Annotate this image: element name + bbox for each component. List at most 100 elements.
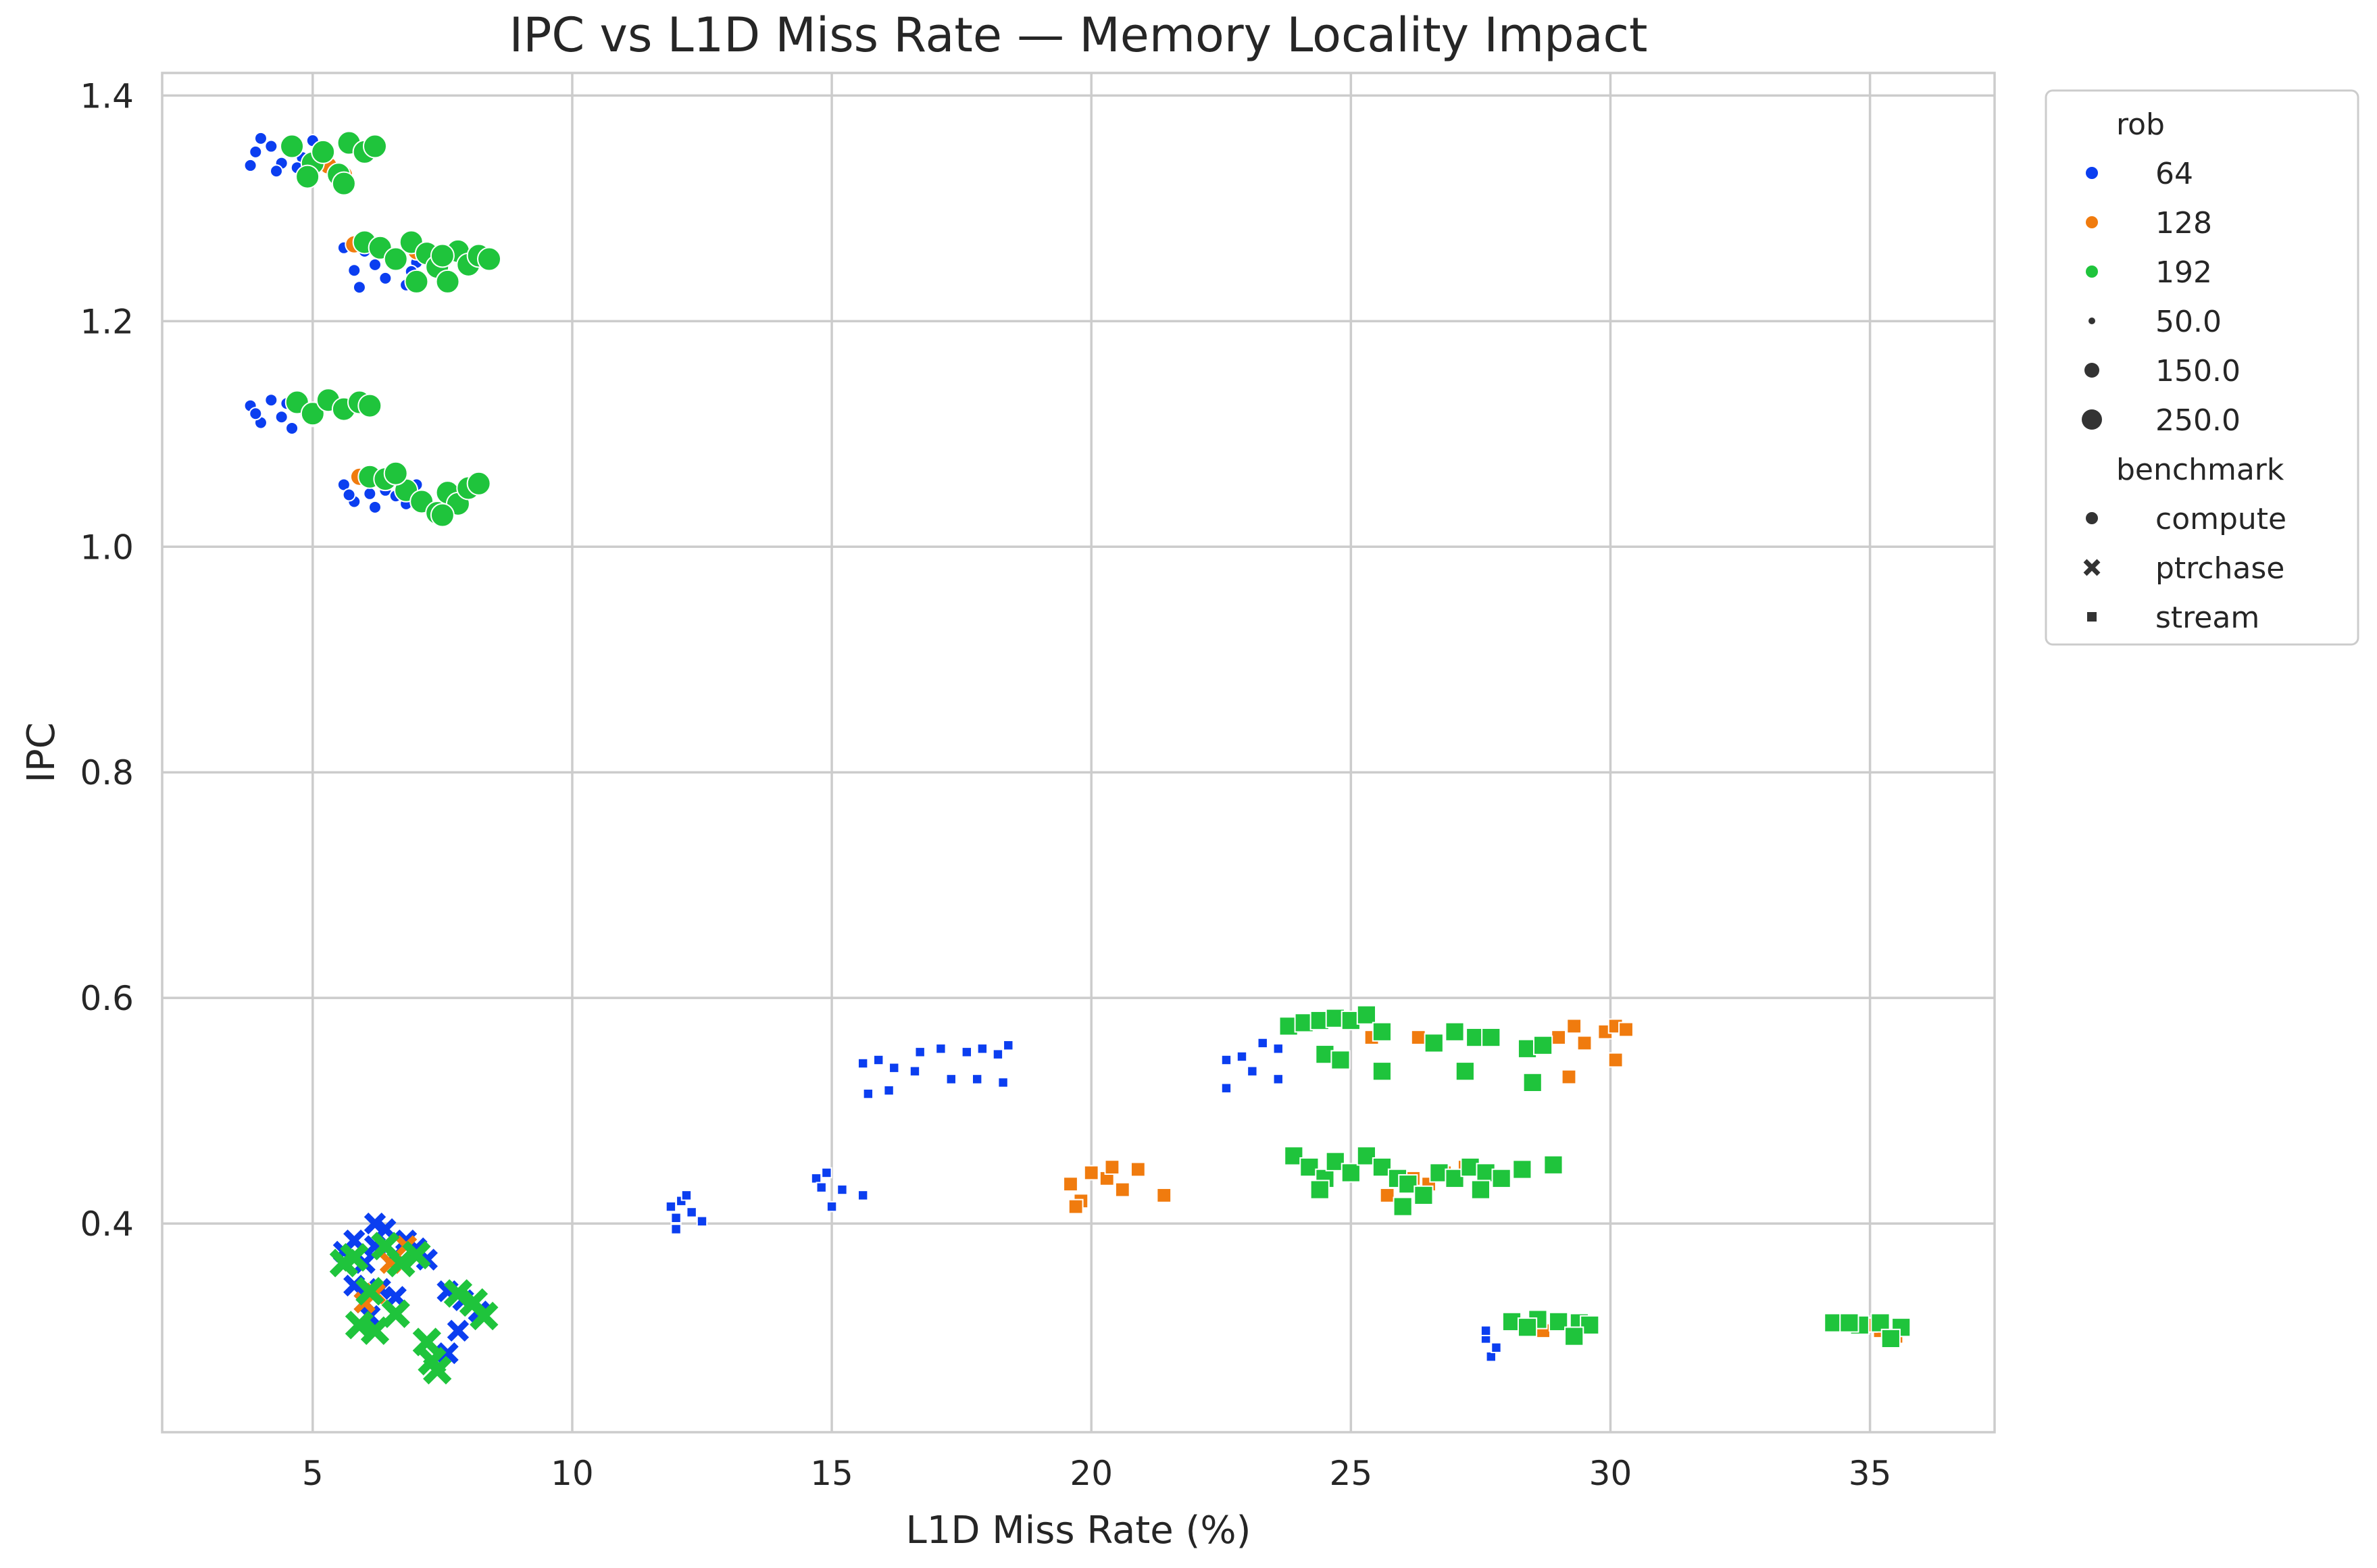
chart-title: IPC vs L1D Miss Rate — Memory Locality I… bbox=[509, 7, 1648, 63]
data-point bbox=[992, 1048, 1004, 1060]
x-tick-label: 10 bbox=[551, 1454, 594, 1493]
legend-marker bbox=[2086, 167, 2098, 179]
legend-label: 50.0 bbox=[2155, 305, 2222, 339]
legend-label: ptrchase bbox=[2155, 551, 2284, 586]
data-point bbox=[447, 1319, 470, 1342]
y-tick-label: 1.4 bbox=[80, 76, 134, 116]
y-tick-label: 0.8 bbox=[80, 753, 134, 792]
legend-size-marker bbox=[2088, 318, 2095, 324]
data-point bbox=[1236, 1051, 1248, 1063]
data-point bbox=[477, 247, 502, 272]
data-point bbox=[1480, 1325, 1492, 1336]
data-point bbox=[430, 243, 455, 268]
grid bbox=[162, 73, 1995, 1432]
data-point bbox=[997, 1077, 1009, 1088]
legend-title-rob: rob bbox=[2116, 107, 2165, 142]
data-point bbox=[873, 1054, 884, 1066]
x-tick-label: 15 bbox=[810, 1454, 853, 1493]
data-point bbox=[857, 1057, 869, 1069]
data-point bbox=[378, 271, 393, 285]
data-point bbox=[300, 401, 325, 426]
legend-size-marker bbox=[2082, 409, 2102, 430]
data-point bbox=[826, 1200, 838, 1213]
data-point bbox=[1517, 1317, 1538, 1338]
data-point bbox=[1491, 1168, 1511, 1188]
data-point bbox=[470, 1301, 499, 1331]
data-point bbox=[1485, 1350, 1497, 1363]
legend-style-marker bbox=[2086, 611, 2098, 623]
legend-label: 128 bbox=[2155, 206, 2212, 241]
data-point bbox=[1880, 1328, 1901, 1349]
data-point bbox=[270, 164, 284, 178]
data-point bbox=[295, 164, 320, 189]
data-point bbox=[249, 145, 263, 159]
data-point bbox=[368, 500, 382, 514]
data-point bbox=[1063, 1176, 1078, 1192]
data-point bbox=[311, 139, 336, 164]
data-point bbox=[1379, 1187, 1395, 1203]
data-point bbox=[362, 134, 387, 159]
data-point bbox=[1512, 1159, 1532, 1180]
data-point bbox=[1839, 1313, 1859, 1333]
y-tick-label: 1.0 bbox=[80, 528, 134, 567]
data-point bbox=[443, 1279, 473, 1308]
data-point bbox=[1083, 1165, 1099, 1181]
data-point bbox=[1330, 1050, 1351, 1070]
x-tick-label: 25 bbox=[1330, 1454, 1373, 1493]
data-point bbox=[1114, 1182, 1130, 1198]
data-point bbox=[1372, 1061, 1393, 1082]
x-tick-label: 20 bbox=[1070, 1454, 1113, 1493]
data-point bbox=[435, 269, 460, 294]
data-point bbox=[423, 1356, 452, 1385]
data-point bbox=[976, 1043, 989, 1055]
data-point bbox=[1272, 1073, 1284, 1085]
legend-entries: rob 64 128 192 50.0 150.0 250.0 benchmark comput… bbox=[2082, 107, 2286, 635]
data-point bbox=[696, 1215, 708, 1227]
data-point bbox=[280, 134, 305, 159]
data-point bbox=[412, 1327, 441, 1357]
data-point bbox=[274, 410, 289, 424]
data-point bbox=[1424, 1033, 1444, 1053]
data-point bbox=[253, 131, 268, 145]
data-point bbox=[364, 1212, 386, 1235]
data-point bbox=[909, 1065, 921, 1077]
legend-label: stream bbox=[2155, 601, 2259, 635]
legend: rob 64 128 192 50.0 150.0 250.0 benchmark comput… bbox=[2045, 89, 2359, 646]
legend-size-marker bbox=[2084, 363, 2099, 378]
data-point bbox=[857, 1190, 869, 1201]
data-point bbox=[1156, 1187, 1172, 1203]
y-tick-label: 1.2 bbox=[80, 302, 134, 341]
data-point bbox=[285, 421, 299, 435]
x-axis-label: L1D Miss Rate (%) bbox=[906, 1509, 1251, 1552]
data-point bbox=[836, 1184, 848, 1196]
data-point bbox=[331, 171, 356, 196]
data-point bbox=[680, 1190, 693, 1201]
data-point bbox=[1551, 1030, 1567, 1046]
data-point bbox=[971, 1073, 983, 1085]
data-point bbox=[340, 1243, 369, 1272]
data-point bbox=[1272, 1043, 1284, 1055]
data-point bbox=[961, 1046, 973, 1058]
data-point bbox=[670, 1212, 682, 1223]
data-point bbox=[1561, 1069, 1577, 1085]
data-point bbox=[355, 1277, 384, 1306]
legend-marker bbox=[2086, 216, 2098, 228]
data-point bbox=[357, 393, 382, 418]
data-point bbox=[1576, 1035, 1593, 1051]
data-point bbox=[1564, 1326, 1584, 1346]
data-point bbox=[360, 1316, 390, 1345]
data-point bbox=[466, 471, 491, 496]
data-point bbox=[430, 503, 455, 528]
data-point bbox=[686, 1207, 697, 1218]
data-point bbox=[1220, 1054, 1232, 1066]
data-point bbox=[1247, 1065, 1258, 1077]
data-point bbox=[1618, 1021, 1634, 1038]
data-point bbox=[1003, 1040, 1014, 1051]
data-point bbox=[347, 263, 361, 278]
data-point bbox=[1341, 1163, 1361, 1183]
data-point bbox=[383, 461, 408, 486]
data-point bbox=[1455, 1061, 1475, 1082]
legend-label: 192 bbox=[2155, 255, 2212, 290]
data-point bbox=[1413, 1185, 1434, 1205]
legend-label: 64 bbox=[2155, 157, 2193, 191]
